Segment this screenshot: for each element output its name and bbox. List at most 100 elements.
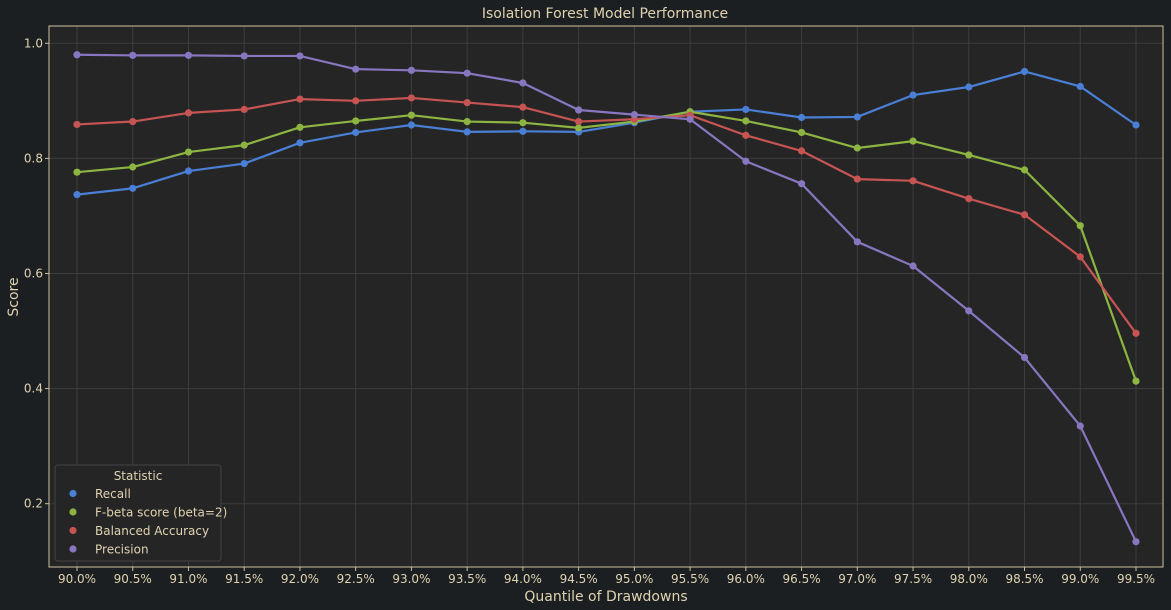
data-point-balanced-accuracy: [853, 175, 861, 183]
data-point-precision: [240, 52, 248, 60]
x-tick-label: 91.0%: [169, 572, 207, 586]
data-point-recall: [1132, 121, 1140, 129]
data-point-precision: [184, 51, 193, 59]
x-tick-label: 97.0%: [838, 572, 876, 586]
data-point-recall: [853, 113, 861, 121]
series-lines: [73, 51, 1140, 546]
data-point-f-beta-score-beta-2: [797, 128, 806, 137]
data-point-balanced-accuracy: [73, 120, 81, 129]
data-point-balanced-accuracy: [407, 94, 416, 102]
data-point-balanced-accuracy: [797, 147, 806, 155]
y-tick-label: 0.6: [24, 266, 43, 280]
data-point-recall: [240, 159, 248, 168]
data-point-recall: [519, 127, 527, 135]
data-point-f-beta-score-beta-2: [463, 117, 471, 126]
data-point-recall: [1076, 82, 1084, 91]
x-tick-label: 94.0%: [504, 572, 542, 586]
data-point-precision: [965, 307, 973, 315]
y-tick-label: 1.0: [24, 36, 43, 50]
data-point-f-beta-score-beta-2: [909, 137, 917, 145]
data-point-f-beta-score-beta-2: [1020, 166, 1029, 174]
data-point-balanced-accuracy: [352, 97, 360, 105]
x-axis-label: Quantile of Drawdowns: [524, 589, 687, 605]
x-tick-label: 99.5%: [1117, 572, 1155, 586]
data-point-recall: [407, 121, 416, 129]
x-tick-label: 91.5%: [225, 572, 263, 586]
series-line-balanced-accuracy: [76, 96, 1137, 334]
data-point-f-beta-score-beta-2: [352, 117, 360, 125]
y-tick-label: 0.8: [24, 151, 43, 165]
data-point-recall: [965, 83, 973, 91]
series-line-f-beta-score-beta-2: [76, 110, 1138, 382]
legend-marker: [69, 489, 77, 498]
data-point-balanced-accuracy: [519, 103, 527, 111]
data-point-recall: [129, 184, 137, 192]
x-tick-label: 95.0%: [615, 572, 653, 586]
x-tick-label: 98.5%: [1005, 572, 1043, 586]
data-point-precision: [407, 66, 416, 74]
legend-title: Statistic: [114, 469, 163, 483]
data-point-balanced-accuracy: [909, 177, 917, 185]
data-point-balanced-accuracy: [184, 109, 193, 117]
x-tick-labels: 90.0% 90.5% 91.0% 91.5% 92.0% 92.5% 93.0% 93.5%…: [58, 567, 1155, 586]
data-point-f-beta-score-beta-2: [1076, 222, 1084, 230]
x-tick-label: 95.5%: [671, 572, 709, 586]
data-point-balanced-accuracy: [575, 117, 583, 126]
data-point-precision: [909, 262, 917, 270]
data-point-recall: [184, 167, 193, 175]
data-point-f-beta-score-beta-2: [742, 117, 750, 125]
data-point-f-beta-score-beta-2: [575, 124, 583, 132]
plot-frame: [48, 25, 1164, 568]
x-tick-label: 90.5%: [114, 572, 152, 586]
series-precision: [73, 51, 1140, 546]
plot-area: [49, 26, 1163, 567]
data-point-precision: [463, 69, 471, 77]
data-point-precision: [1132, 538, 1140, 546]
data-point-f-beta-score-beta-2: [73, 168, 81, 176]
data-point-balanced-accuracy: [1132, 329, 1140, 337]
data-point-balanced-accuracy: [1020, 211, 1029, 219]
data-point-balanced-accuracy: [296, 95, 304, 103]
data-point-f-beta-score-beta-2: [853, 144, 861, 152]
legend-marker: [69, 545, 77, 553]
x-tick-label: 92.5%: [337, 572, 375, 586]
x-tick-label: 94.5%: [560, 572, 598, 586]
data-point-precision: [686, 115, 694, 123]
data-point-recall: [1020, 67, 1029, 76]
legend-marker: [69, 508, 77, 516]
legend-entry: F-beta score (beta=2): [95, 506, 227, 520]
data-point-f-beta-score-beta-2: [296, 123, 304, 131]
data-point-f-beta-score-beta-2: [1132, 377, 1140, 385]
data-point-precision: [853, 238, 861, 246]
x-tick-label: 99.0%: [1061, 572, 1099, 586]
data-point-precision: [1076, 422, 1084, 430]
legend-box: [54, 464, 222, 562]
x-tick-label: 96.0%: [727, 572, 765, 586]
legend-marker: [69, 526, 77, 535]
data-point-precision: [742, 157, 750, 165]
data-point-balanced-accuracy: [129, 117, 137, 126]
legend: Statistic Recall F-beta score (beta=2) Bal…: [54, 464, 227, 562]
x-tick-label: 96.5%: [783, 572, 821, 586]
data-point-precision: [630, 111, 638, 119]
plot-background: [49, 26, 1163, 567]
legend-entry: Balanced Accuracy: [95, 524, 209, 538]
x-tick-label: 97.5%: [894, 572, 932, 586]
data-point-balanced-accuracy: [1076, 253, 1084, 261]
data-point-precision: [73, 51, 81, 59]
data-point-recall: [742, 105, 750, 114]
x-tick-label: 93.5%: [448, 572, 486, 586]
data-point-balanced-accuracy: [240, 105, 248, 114]
data-point-f-beta-score-beta-2: [965, 151, 973, 159]
data-point-precision: [352, 65, 360, 73]
data-point-recall: [352, 128, 360, 137]
y-tick-label: 0.2: [24, 497, 43, 511]
data-point-balanced-accuracy: [463, 98, 471, 107]
y-axis-label: Score: [6, 277, 22, 316]
data-point-f-beta-score-beta-2: [129, 163, 137, 171]
data-point-balanced-accuracy: [965, 195, 973, 203]
data-point-f-beta-score-beta-2: [519, 119, 527, 127]
data-point-recall: [797, 113, 806, 122]
data-point-f-beta-score-beta-2: [407, 111, 416, 119]
